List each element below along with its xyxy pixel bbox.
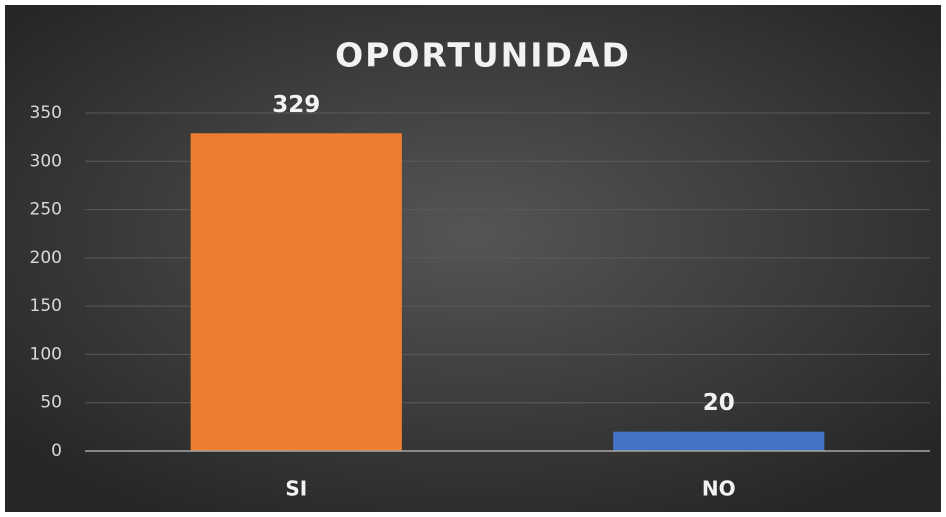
chart-title: OPORTUNIDAD <box>335 36 631 75</box>
y-tick-label: 50 <box>40 393 62 413</box>
x-tick-label: NO <box>702 477 736 501</box>
y-tick-label: 100 <box>30 344 62 364</box>
bar <box>190 133 402 451</box>
y-tick-label: 0 <box>51 441 62 461</box>
bar <box>613 431 825 451</box>
data-label: 20 <box>703 390 735 416</box>
data-label: 329 <box>272 92 320 118</box>
y-tick-label: 350 <box>30 103 62 123</box>
y-tick-label: 300 <box>30 151 62 171</box>
y-tick-label: 200 <box>30 248 62 268</box>
y-tick-label: 150 <box>30 296 62 316</box>
background <box>5 5 941 512</box>
y-tick-label: 250 <box>30 200 62 220</box>
x-tick-label: SI <box>285 477 307 501</box>
